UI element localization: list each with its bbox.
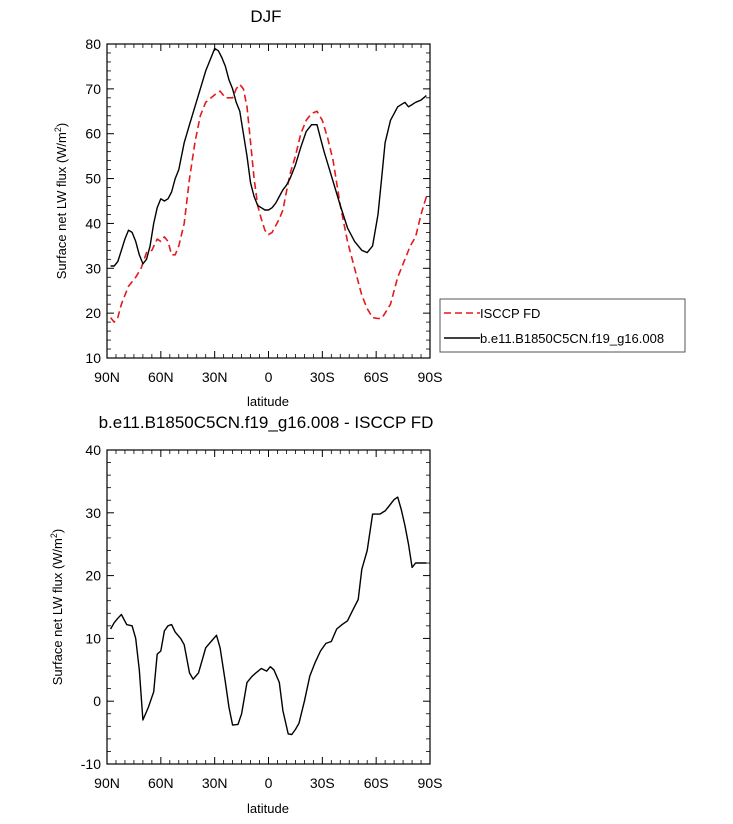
bottom-panel: b.e11.B1850C5CN.f19_g16.008 - ISCCP FD 9… [49, 413, 442, 816]
bottom-y-axis-label-main: Surface net LW flux (W/m [50, 538, 65, 685]
top-x-tick-label: 0 [265, 369, 273, 385]
bottom-plot-frame [106, 449, 431, 765]
top-x-axis-label: latitude [247, 394, 289, 409]
top-y-tick-label: 30 [85, 260, 101, 276]
bottom-x-tick-label: 90N [94, 775, 120, 791]
top-y-tick-label: 20 [85, 305, 101, 321]
top-y-axis-label-superscript: 2 [53, 127, 63, 132]
top-y-axis-label: Surface net LW flux (W/m2) [53, 123, 69, 280]
top-y-tick-label: 60 [85, 126, 101, 142]
bottom-y-tick-label: 0 [93, 693, 101, 709]
bottom-x-tick-label: 60S [364, 775, 389, 791]
top-y-tick-label: 10 [85, 350, 101, 366]
top-y-tick-label: 50 [85, 171, 101, 187]
legend-label-model: b.e11.B1850C5CN.f19_g16.008 [480, 331, 664, 346]
top-plot-frame [106, 43, 431, 359]
bottom-y-axis-label: Surface net LW flux (W/m2) [49, 529, 65, 686]
top-x-tick-label: 60S [364, 369, 389, 385]
legend-label-isccp-fd: ISCCP FD [480, 306, 540, 321]
top-y-tick-label: 40 [85, 215, 101, 231]
bottom-y-tick-label: 40 [85, 442, 101, 458]
bottom-series-lines [109, 496, 427, 736]
bottom-axis-ticks [106, 449, 431, 765]
top-x-tick-labels: 90N 60N 30N 0 30S 60S 90S [94, 369, 442, 385]
top-chart-title: DJF [250, 7, 281, 26]
bottom-x-tick-label: 90S [418, 775, 443, 791]
bottom-y-axis-label-end: ) [50, 529, 65, 533]
legend: ISCCP FD b.e11.B1850C5CN.f19_g16.008 [439, 298, 686, 353]
top-x-tick-label: 60N [148, 369, 174, 385]
bottom-x-tick-label: 30N [202, 775, 228, 791]
bottom-x-tick-label: 30S [310, 775, 335, 791]
bottom-y-tick-label: 30 [85, 505, 101, 521]
bottom-x-tick-labels: 90N 60N 30N 0 30S 60S 90S [94, 775, 442, 791]
top-y-axis-label-main: Surface net LW flux (W/m [54, 132, 69, 279]
top-y-tick-label: 70 [85, 81, 101, 97]
bottom-y-tick-label: 10 [85, 630, 101, 646]
bottom-y-axis-label-superscript: 2 [49, 533, 59, 538]
top-series-line-2 [110, 47, 427, 267]
top-y-axis-label-end: ) [54, 123, 69, 127]
bottom-y-tick-label: -10 [81, 756, 101, 772]
top-axis-ticks [106, 43, 431, 359]
bottom-x-axis-label: latitude [247, 801, 289, 816]
top-x-tick-label: 90N [94, 369, 120, 385]
bottom-x-tick-label: 0 [265, 775, 273, 791]
top-x-tick-label: 90S [418, 369, 443, 385]
top-series-lines [109, 47, 428, 323]
bottom-x-tick-label: 60N [148, 775, 174, 791]
bottom-series-line-1 [109, 496, 427, 736]
legend-box [439, 298, 686, 353]
bottom-chart-title: b.e11.B1850C5CN.f19_g16.008 - ISCCP FD [99, 413, 434, 432]
top-x-tick-label: 30N [202, 369, 228, 385]
top-y-tick-labels: 10 20 30 40 50 60 70 80 [85, 36, 101, 366]
top-x-tick-label: 30S [310, 369, 335, 385]
bottom-y-tick-label: 20 [85, 568, 101, 584]
top-panel: DJF 90N 60N 30N 0 30S 60S 90S 10 20 30 40 50 60 70 80… [53, 7, 686, 409]
top-y-tick-label: 80 [85, 36, 101, 52]
bottom-y-tick-labels: -10 0 10 20 30 40 [81, 442, 101, 772]
